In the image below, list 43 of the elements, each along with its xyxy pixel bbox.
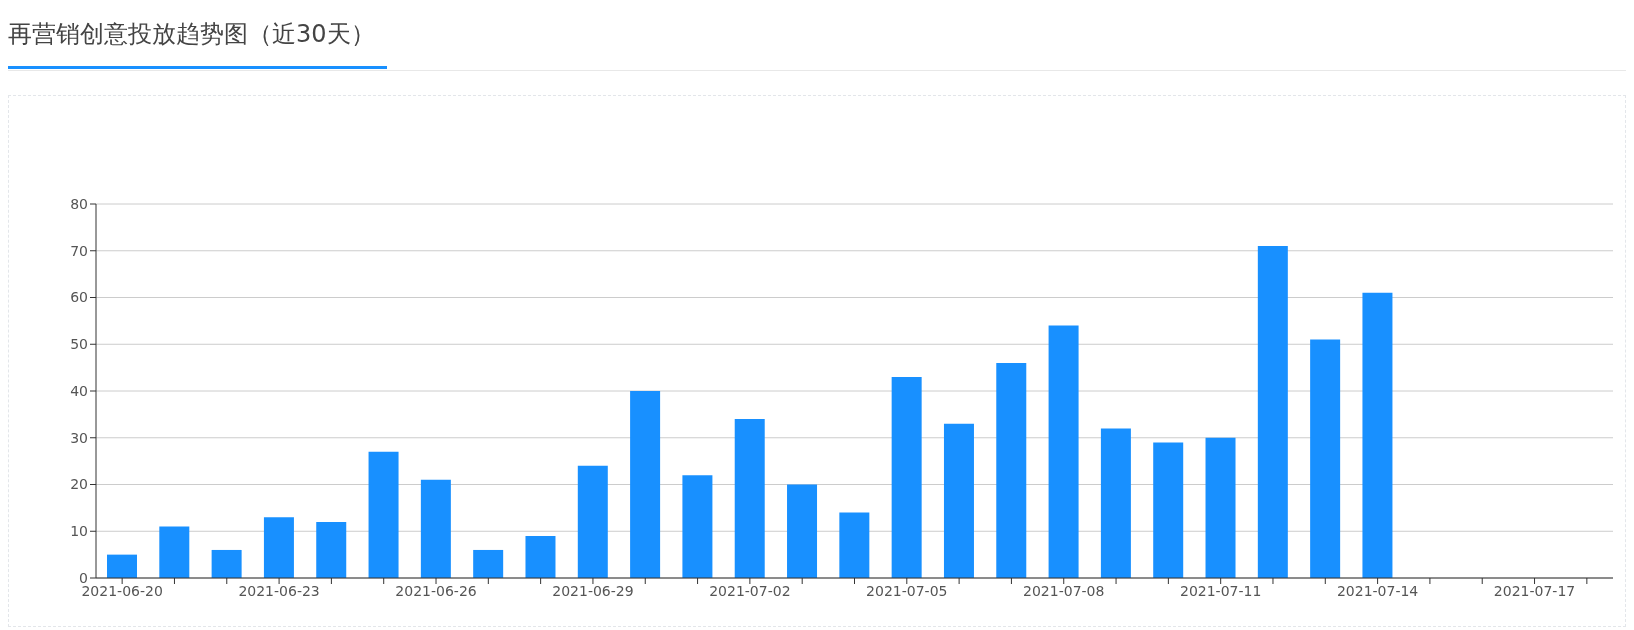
bar: [682, 475, 713, 578]
y-tick-label: 10: [70, 523, 88, 540]
bar: [1310, 339, 1341, 578]
bar: [1205, 437, 1236, 578]
bar: [159, 526, 190, 578]
bar: [839, 512, 870, 578]
x-tick-label: 2021-07-05: [866, 582, 948, 599]
bar: [1257, 246, 1288, 578]
bar: [368, 451, 399, 578]
bar: [891, 376, 922, 578]
y-tick-label: 70: [70, 242, 88, 259]
x-tick-label: 2021-06-26: [395, 582, 477, 599]
x-tick-label: 2021-07-08: [1023, 582, 1105, 599]
bar: [263, 517, 294, 578]
bar: [630, 391, 661, 578]
bar: [1362, 292, 1393, 578]
bar: [316, 521, 347, 578]
x-tick-label: 2021-07-11: [1179, 582, 1262, 599]
bar: [525, 535, 556, 578]
x-tick-label: 2021-07-02: [709, 582, 791, 599]
y-tick-label: 60: [70, 289, 88, 306]
bar: [1048, 325, 1079, 578]
x-tick-label: 2021-07-14: [1336, 582, 1419, 599]
y-tick-label: 50: [70, 336, 88, 353]
x-tick-label: 2021-06-29: [552, 582, 634, 599]
bar: [996, 362, 1027, 578]
bar: [787, 484, 818, 578]
y-tick-label: 80: [70, 195, 88, 212]
bar: [1153, 442, 1184, 578]
bar: [473, 549, 504, 578]
chart-title: 再营销创意投放趋势图（近30天）: [8, 8, 387, 69]
bar: [734, 419, 765, 578]
x-tick-label: 2021-06-23: [238, 582, 320, 599]
bar: [211, 549, 242, 578]
bar: [1100, 428, 1131, 578]
bar: [107, 554, 137, 578]
x-tick-label: 2021-07-17: [1493, 582, 1576, 599]
y-tick-label: 40: [70, 382, 88, 399]
y-tick-label: 20: [70, 476, 88, 493]
y-tick-label: 30: [70, 429, 88, 446]
bar: [420, 479, 451, 578]
bar: [577, 465, 608, 578]
bar: [943, 423, 974, 578]
